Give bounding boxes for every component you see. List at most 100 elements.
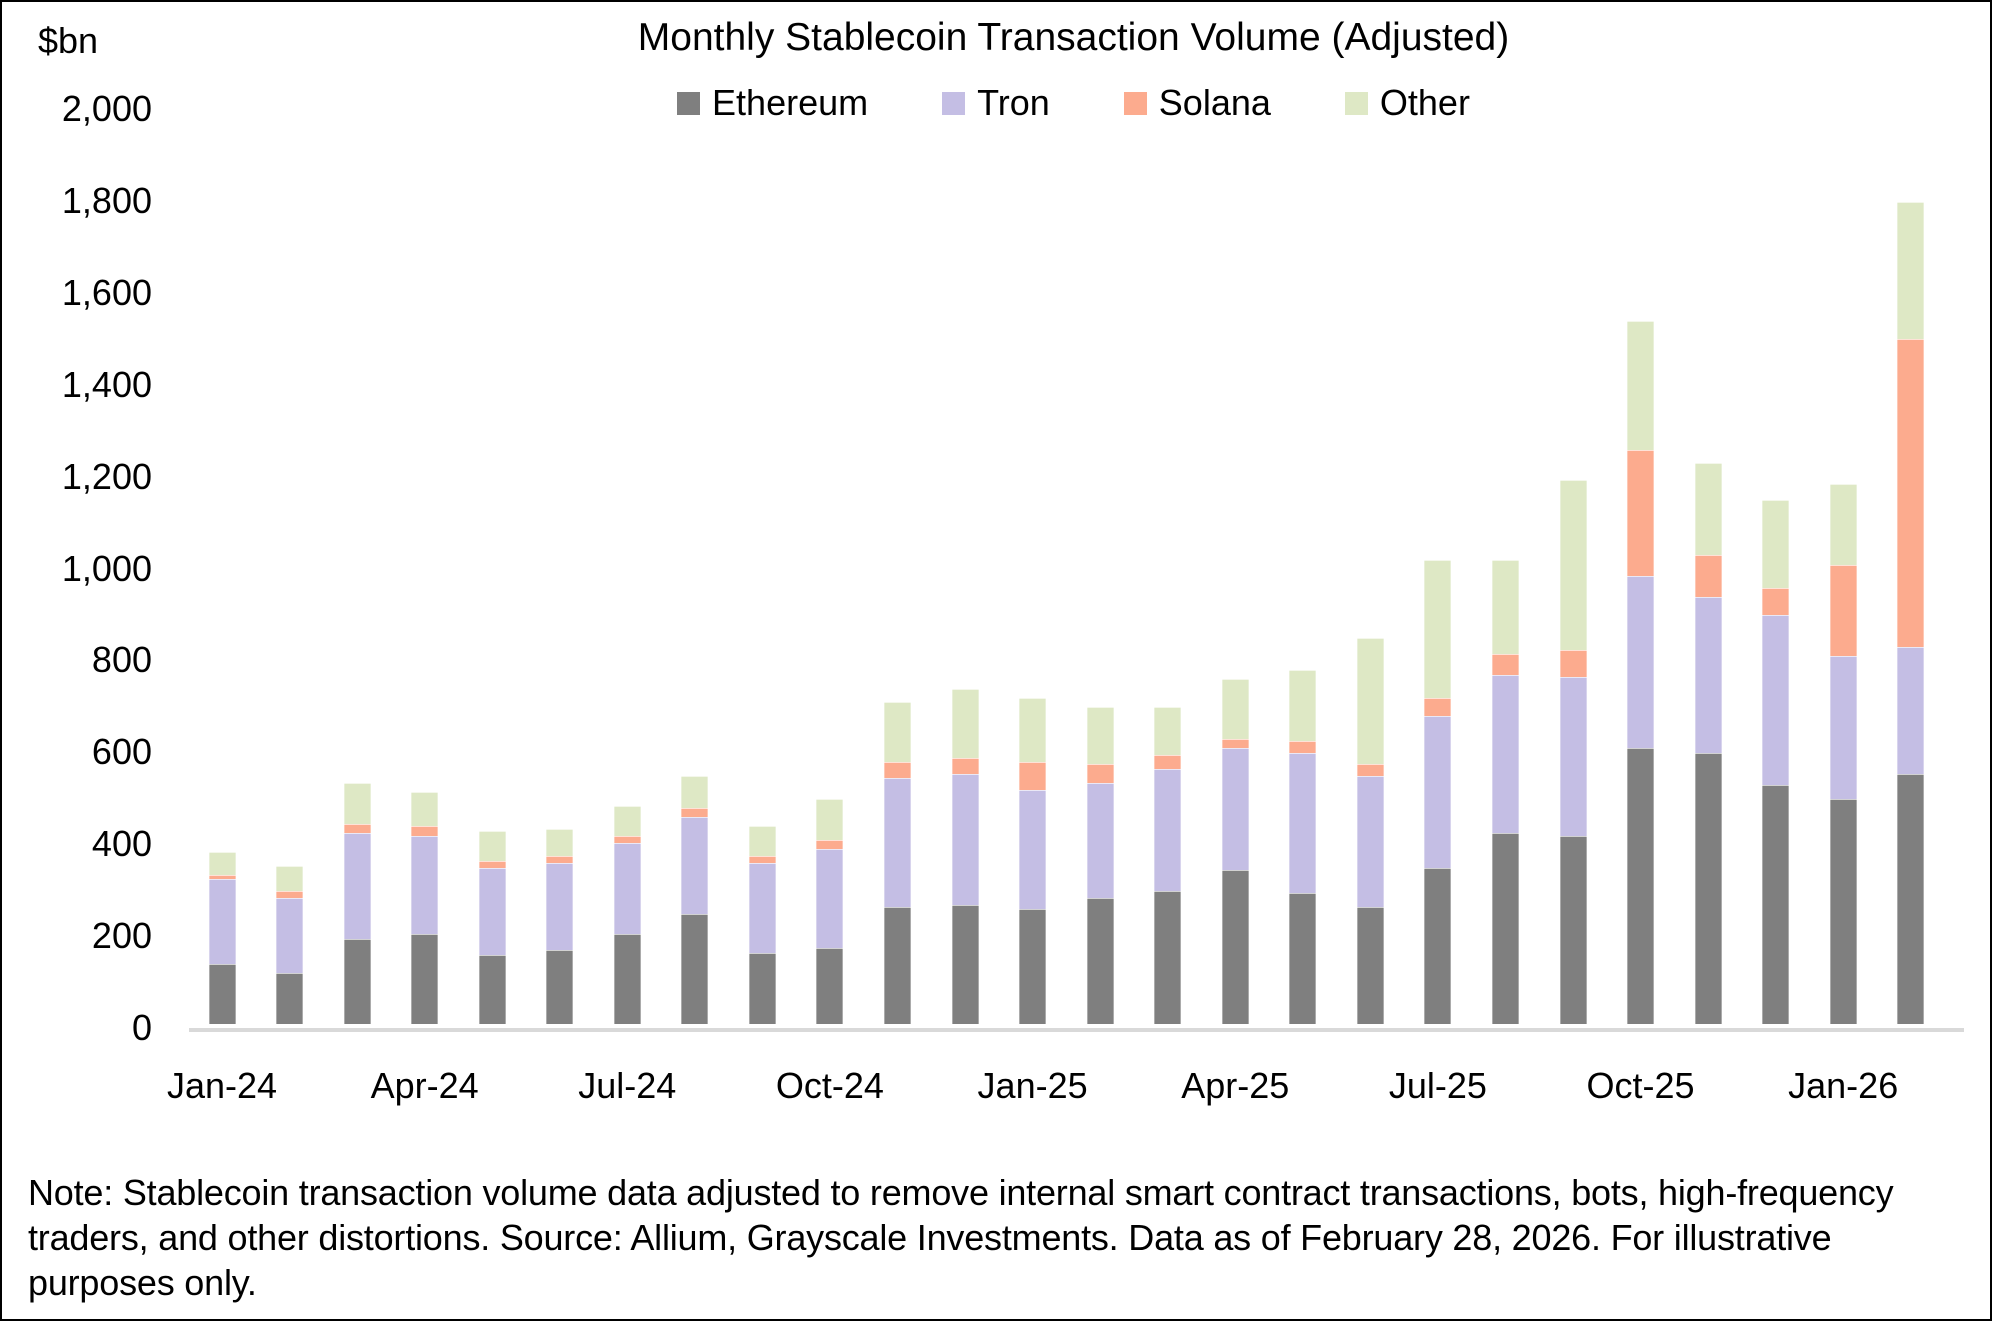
bar-segment-ethereum bbox=[1829, 798, 1857, 1024]
bar-segment-solana bbox=[411, 826, 439, 836]
bar-segment-tron bbox=[1289, 752, 1317, 894]
bar-segment-other bbox=[613, 805, 641, 836]
bar-segment-other bbox=[1627, 320, 1655, 450]
bar-segment-ethereum bbox=[343, 939, 371, 1024]
bar-segment-solana bbox=[1356, 764, 1384, 776]
bar-apr-24 bbox=[411, 791, 439, 1024]
bar-segment-other bbox=[546, 828, 574, 857]
bar-jan-24 bbox=[208, 851, 236, 1024]
legend-item-ethereum: Ethereum bbox=[677, 82, 868, 124]
bar-segment-ethereum bbox=[816, 948, 844, 1024]
bar-segment-other bbox=[816, 798, 844, 841]
legend-item-tron: Tron bbox=[942, 82, 1050, 124]
y-axis-unit-label: $bn bbox=[38, 20, 99, 61]
bar-segment-other bbox=[1289, 670, 1317, 742]
bar-segment-other bbox=[1829, 484, 1857, 565]
bar-segment-solana bbox=[1627, 449, 1655, 576]
bar-segment-ethereum bbox=[1154, 890, 1182, 1024]
bar-segment-other bbox=[1491, 559, 1519, 655]
bar-segment-solana bbox=[1086, 764, 1114, 783]
bar-segment-ethereum bbox=[884, 906, 911, 1024]
bar-segment-solana bbox=[884, 762, 911, 779]
legend-label: Solana bbox=[1158, 82, 1271, 123]
bar-segment-ethereum bbox=[951, 904, 979, 1024]
bar-segment-tron bbox=[1221, 748, 1249, 871]
legend-swatch-tron bbox=[942, 91, 966, 115]
y-tick-label: 1,400 bbox=[61, 363, 152, 405]
bar-segment-tron bbox=[276, 897, 304, 974]
bar-segment-solana bbox=[1491, 654, 1519, 675]
bar-jun-25 bbox=[1356, 638, 1384, 1024]
bar-oct-24 bbox=[816, 798, 844, 1024]
bar-segment-other bbox=[951, 688, 979, 758]
bar-segment-other bbox=[1221, 679, 1249, 740]
bar-segment-solana bbox=[1154, 755, 1182, 769]
bar-segment-other bbox=[411, 791, 439, 827]
bar-segment-tron bbox=[478, 867, 506, 956]
y-axis: 0 200 400 600 800 1,000 1,200 1,400 1,600 1,800 2,… bbox=[2, 2, 152, 1319]
bar-segment-other bbox=[276, 865, 304, 891]
x-tick-label: Jan-26 bbox=[1788, 1065, 1899, 1106]
chart-title: Monthly Stablecoin Transaction Volume (A… bbox=[637, 16, 1510, 59]
legend-label: Other bbox=[1379, 82, 1470, 123]
bar-segment-tron bbox=[951, 773, 979, 905]
bar-segment-tron bbox=[208, 879, 236, 965]
bar-segment-solana bbox=[1829, 564, 1857, 657]
bar-segment-ethereum bbox=[276, 973, 304, 1024]
bar-jul-24 bbox=[613, 805, 641, 1024]
bar-feb-24 bbox=[276, 865, 304, 1024]
bar-segment-tron bbox=[1829, 656, 1857, 799]
bar-jun-24 bbox=[546, 828, 574, 1024]
bar-segment-ethereum bbox=[1424, 867, 1452, 1024]
bar-segment-tron bbox=[1356, 775, 1384, 907]
bar-segment-solana bbox=[1694, 555, 1722, 597]
bar-segment-ethereum bbox=[1491, 833, 1519, 1024]
bar-segment-tron bbox=[1154, 768, 1182, 891]
legend: Ethereum Tron Solana Other bbox=[189, 82, 1958, 124]
legend-item-solana: Solana bbox=[1123, 82, 1271, 124]
bar-segment-solana bbox=[478, 860, 506, 868]
bar-segment-solana bbox=[816, 840, 844, 850]
y-tick-label: 1,800 bbox=[61, 179, 152, 221]
bar-segment-tron bbox=[1424, 716, 1452, 868]
bar-segment-other bbox=[748, 826, 776, 857]
bar-aug-24 bbox=[681, 775, 709, 1024]
y-tick-label: 0 bbox=[131, 1007, 152, 1048]
y-tick-label: 1,000 bbox=[61, 547, 152, 589]
bar-segment-tron bbox=[816, 849, 844, 949]
bar-dec-24 bbox=[951, 688, 979, 1024]
bar-segment-other bbox=[1019, 697, 1047, 763]
bar-feb-25 bbox=[1086, 706, 1114, 1024]
bar-segment-ethereum bbox=[208, 964, 236, 1024]
bar-nov-25 bbox=[1694, 463, 1722, 1024]
bar-segment-other bbox=[1762, 500, 1790, 588]
bar-nov-24 bbox=[884, 702, 911, 1024]
legend-item-other: Other bbox=[1344, 82, 1470, 124]
bar-aug-25 bbox=[1491, 559, 1519, 1024]
bar-segment-solana bbox=[1221, 739, 1249, 749]
y-tick-label: 600 bbox=[91, 731, 152, 773]
bar-dec-25 bbox=[1762, 500, 1790, 1024]
bar-segment-solana bbox=[343, 824, 371, 834]
bar-segment-ethereum bbox=[1559, 835, 1587, 1024]
bar-segment-solana bbox=[276, 890, 304, 898]
bar-segment-ethereum bbox=[1289, 893, 1317, 1024]
bar-segment-other bbox=[208, 851, 236, 875]
x-tick-label: Oct-24 bbox=[775, 1065, 884, 1106]
bar-segment-tron bbox=[546, 863, 574, 951]
bar-segment-ethereum bbox=[1019, 909, 1047, 1024]
bar-segment-other bbox=[1424, 559, 1452, 698]
legend-label: Tron bbox=[977, 82, 1050, 123]
bar-segment-other bbox=[1086, 706, 1114, 765]
x-tick-label: Jul-24 bbox=[578, 1065, 677, 1106]
bar-segment-other bbox=[343, 782, 371, 825]
bar-segment-other bbox=[1356, 638, 1384, 765]
y-tick-label: 1,600 bbox=[61, 271, 152, 313]
bar-segment-tron bbox=[1897, 647, 1925, 774]
x-tick-label: Jul-25 bbox=[1388, 1065, 1487, 1106]
bar-segment-other bbox=[681, 775, 709, 809]
bar-segment-other bbox=[1559, 479, 1587, 650]
bar-segment-ethereum bbox=[1897, 773, 1925, 1024]
bar-segment-ethereum bbox=[546, 950, 574, 1024]
